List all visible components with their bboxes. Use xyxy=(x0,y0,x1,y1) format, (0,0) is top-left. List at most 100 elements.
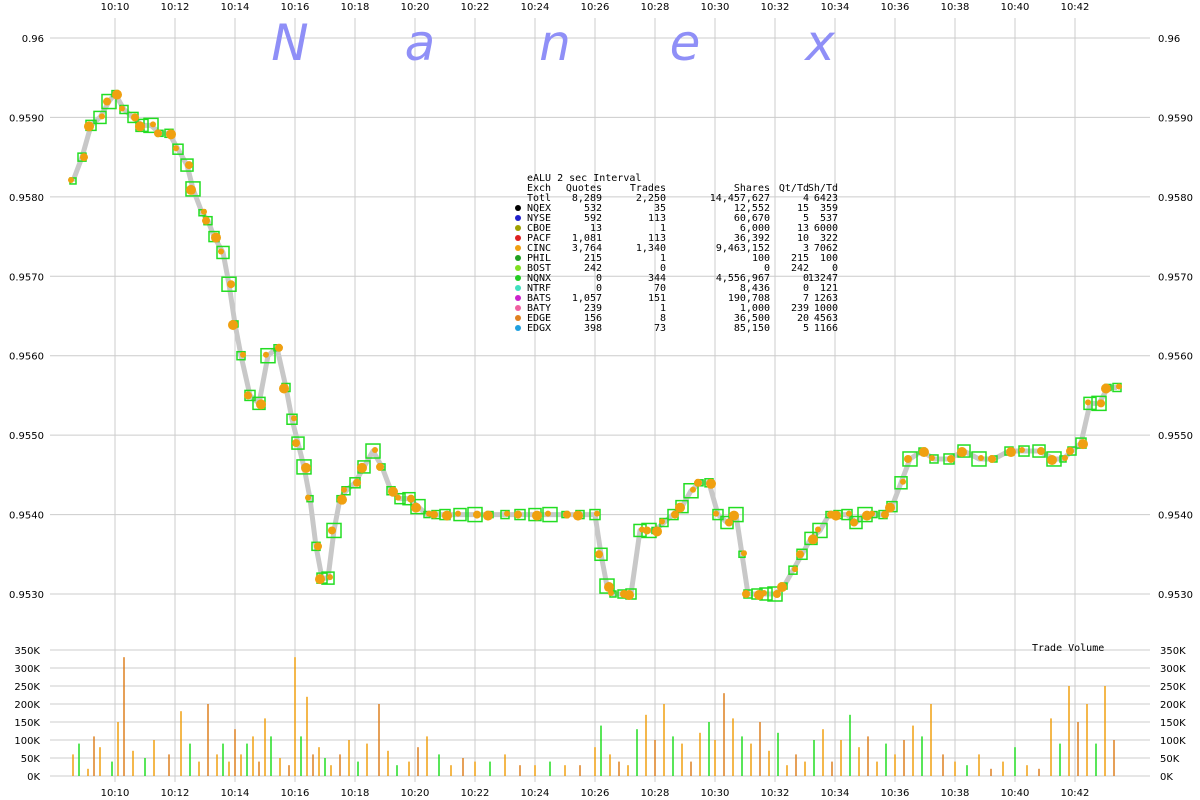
trade-point xyxy=(1047,454,1057,465)
trade-point xyxy=(706,478,716,489)
legend-cell: 5 xyxy=(803,213,809,224)
volume-bar xyxy=(732,718,734,776)
volume-bar xyxy=(894,754,896,776)
trade-point xyxy=(314,542,322,551)
volume-bar xyxy=(234,729,236,776)
trade-point xyxy=(292,439,300,448)
legend-cell: 1 xyxy=(660,253,666,264)
legend-column-header: Exch xyxy=(527,183,551,194)
legend-cell: 532 xyxy=(584,203,602,214)
quote-box xyxy=(1091,395,1107,412)
volume-bar xyxy=(750,743,752,776)
legend-cell: 190,708 xyxy=(728,293,770,304)
volume-bar xyxy=(609,754,611,776)
volume-bar xyxy=(438,754,440,776)
legend-cell: 322 xyxy=(820,233,838,244)
legend-cell: 344 xyxy=(648,273,666,284)
trade-point xyxy=(1101,383,1111,394)
legend-cell: 113 xyxy=(648,233,666,244)
volume-bar xyxy=(618,761,620,776)
volume-bar xyxy=(564,765,566,776)
trade-point xyxy=(929,454,935,461)
volume-bar xyxy=(312,754,314,776)
legend-cell: 8,289 xyxy=(572,193,602,204)
x-tick-label-top: 10:34 xyxy=(821,2,850,13)
legend-title: eALU 2 sec Interval xyxy=(527,173,641,184)
legend-cell: PACF xyxy=(527,233,551,244)
trade-point xyxy=(473,510,481,519)
trade-point xyxy=(430,510,438,519)
trade-point xyxy=(563,510,571,519)
volume-bar xyxy=(189,743,191,776)
trade-point xyxy=(131,113,139,122)
x-axis-bottom-labels: 10:10 10:12 10:14 10:16 10:18 10:20 10:22 10:24… xyxy=(101,788,1090,799)
legend-cell: 14,457,627 xyxy=(710,193,770,204)
volume-bar xyxy=(348,740,350,776)
legend-cell: 151 xyxy=(648,293,666,304)
trade-point xyxy=(186,184,196,195)
trade-point xyxy=(228,319,238,330)
legend-cell: 36,392 xyxy=(734,233,770,244)
volume-bar xyxy=(264,718,266,776)
legend-cell: 156 xyxy=(584,313,602,324)
trade-point xyxy=(773,590,781,598)
trade-point xyxy=(372,447,378,454)
legend-cell: NTRF xyxy=(527,283,551,294)
volume-bar xyxy=(594,747,596,776)
volume-bar xyxy=(123,657,125,776)
legend-marker xyxy=(515,315,521,321)
trade-point xyxy=(608,590,614,596)
trade-point xyxy=(1116,383,1122,390)
legend-cell: EDGX xyxy=(527,323,551,334)
quote-box xyxy=(365,443,381,459)
legend-cell: 35 xyxy=(654,203,666,214)
watermark-letter: e xyxy=(670,14,701,72)
volume-bar xyxy=(252,736,254,776)
price-tick-label-right: 0.9580 xyxy=(1158,193,1193,204)
x-tick-label-top: 10:10 xyxy=(101,2,130,13)
volume-bar xyxy=(408,761,410,776)
quote-box xyxy=(902,451,918,467)
legend-cell: 359 xyxy=(820,203,838,214)
legend-cell: 1166 xyxy=(814,323,838,334)
trade-point xyxy=(796,550,804,559)
x-tick-label-top: 10:36 xyxy=(881,2,910,13)
legend-cell: PHIL xyxy=(527,253,551,264)
legend-cell: 7 xyxy=(803,293,809,304)
volume-tick-label-right: 300K xyxy=(1160,664,1186,675)
price-tick-label-left: 0.9580 xyxy=(9,193,44,204)
price-axis-left-labels: 0.96 0.9590 0.9580 0.9570 0.9560 0.9550 0.9540… xyxy=(9,34,44,601)
volume-bar xyxy=(294,657,296,776)
legend-cell: 1 xyxy=(660,303,666,314)
legend-cell: 13 xyxy=(797,223,809,234)
volume-bar xyxy=(930,704,932,776)
volume-bar xyxy=(849,714,851,776)
legend-cell: 3,764 xyxy=(572,243,602,254)
price-tick-label-right: 0.9560 xyxy=(1158,352,1193,363)
watermark-letter: a xyxy=(405,14,436,72)
legend-column-header: Quotes xyxy=(566,183,602,194)
price-tick-label-right: 0.9570 xyxy=(1158,272,1193,283)
trade-point xyxy=(652,526,662,537)
quote-box xyxy=(467,506,483,523)
nbbo-line xyxy=(70,91,1117,597)
volume-bar xyxy=(645,714,647,776)
volume-bar xyxy=(990,768,992,776)
x-tick-label-top: 10:26 xyxy=(581,2,610,13)
price-tick-label-right: 0.9540 xyxy=(1158,511,1193,522)
legend-cell: 1000 xyxy=(814,303,838,314)
volume-bar xyxy=(1014,747,1016,776)
trade-point xyxy=(376,462,384,471)
volume-bar xyxy=(954,761,956,776)
x-tick-label-top: 10:38 xyxy=(941,2,970,13)
trade-point xyxy=(240,351,246,358)
quote-box xyxy=(93,110,107,125)
volume-axis-right-labels: 350K 300K 250K 200K 150K 100K 50K 0K xyxy=(1160,646,1186,783)
volume-bar xyxy=(534,765,536,776)
legend-cell: 13247 xyxy=(808,273,838,284)
volume-bar xyxy=(840,740,842,776)
quote-box xyxy=(286,413,298,426)
legend-cell: CINC xyxy=(527,243,551,254)
